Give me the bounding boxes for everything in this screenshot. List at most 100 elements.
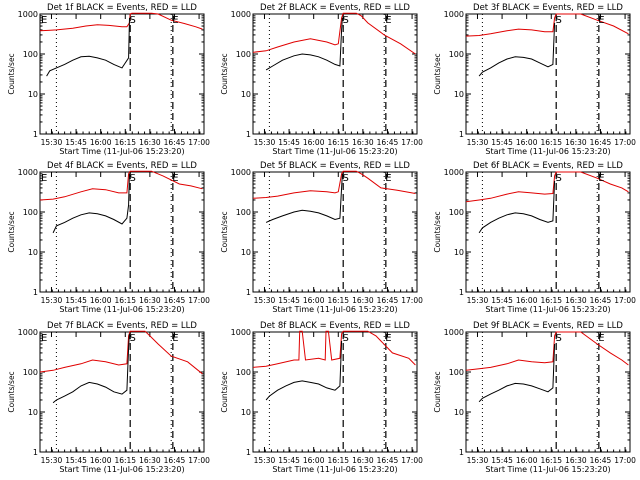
x-tick-label: 16:45	[590, 456, 612, 465]
panel-det-8f: Det 8f BLACK = Events, RED = LLD 1 10 100 10…	[220, 321, 423, 474]
x-tick-label: 16:00	[90, 296, 112, 305]
marker-label: S	[130, 333, 136, 344]
y-tick-label: 1000	[231, 168, 251, 177]
y-axis-label: Counts/sec	[433, 371, 442, 412]
x-tick-label: 17:00	[401, 138, 423, 147]
x-tick-label: 15:30	[41, 138, 63, 147]
y-tick-label: 1000	[444, 168, 464, 177]
marker-label: S	[556, 333, 562, 344]
panel-det-9f: Det 9f BLACK = Events, RED = LLD 1 10 100 10…	[433, 321, 636, 474]
x-tick-label: 15:45	[491, 138, 513, 147]
y-tick-label: 100	[23, 368, 38, 377]
marker-label: E	[385, 15, 391, 26]
y-tick-label: 1000	[18, 10, 38, 19]
x-tick-label: 16:15	[540, 456, 562, 465]
y-tick-label: 1	[459, 448, 464, 457]
panel-det-5f: Det 5f BLACK = Events, RED = LLD 1 10 100 10…	[220, 161, 423, 314]
events-series-line	[478, 180, 556, 234]
marker-label: E	[385, 333, 391, 344]
x-tick-label: 17:00	[614, 138, 636, 147]
x-tick-label: 16:00	[516, 296, 538, 305]
x-tick-label: 16:15	[114, 456, 136, 465]
x-tick-label: 16:00	[303, 296, 325, 305]
x-tick-label: 16:00	[516, 456, 538, 465]
marker-label: E	[41, 333, 47, 344]
marker-label: E	[172, 173, 178, 184]
x-tick-label: 15:30	[41, 456, 63, 465]
series-group	[466, 171, 629, 234]
x-tick-label: 16:15	[114, 296, 136, 305]
y-tick-label: 10	[28, 248, 38, 257]
marker-label: S	[130, 173, 136, 184]
events-series-line	[478, 343, 556, 403]
x-tick-label: 16:45	[164, 138, 186, 147]
lld-series-line	[40, 170, 203, 201]
x-axis-label: Start Time (11-Jul-06 15:23:20)	[272, 305, 397, 314]
marker-label: E	[598, 173, 604, 184]
x-tick-label: 16:30	[139, 138, 161, 147]
marker-label: S	[343, 173, 349, 184]
y-tick-label: 1000	[444, 10, 464, 19]
events-series-line	[52, 173, 130, 234]
lld-series-line	[466, 13, 629, 37]
plot-frame	[39, 171, 205, 293]
lld-series-line	[253, 330, 416, 368]
x-tick-label: 16:00	[303, 138, 325, 147]
y-tick-label: 1	[459, 288, 464, 297]
marker-label: S	[556, 173, 562, 184]
x-tick-label: 15:30	[254, 296, 276, 305]
y-axis-label: Counts/sec	[433, 53, 442, 94]
series-group	[253, 12, 416, 71]
y-tick-label: 1	[246, 448, 251, 457]
marker-label: E	[598, 15, 604, 26]
y-tick-label: 100	[236, 50, 251, 59]
x-axis-label: Start Time (11-Jul-06 15:23:20)	[485, 147, 610, 156]
y-tick-label: 100	[23, 208, 38, 217]
y-tick-label: 100	[236, 368, 251, 377]
series-group	[40, 330, 203, 404]
events-series-line	[265, 340, 343, 401]
y-tick-label: 10	[454, 408, 464, 417]
y-tick-label: 10	[28, 90, 38, 99]
x-tick-label: 16:30	[565, 138, 587, 147]
series-group	[253, 330, 416, 401]
events-series-line	[265, 173, 343, 223]
events-series-line	[52, 333, 130, 404]
y-axis-label: Counts/sec	[220, 53, 229, 94]
marker-label: E	[598, 333, 604, 344]
y-tick-label: 1000	[231, 10, 251, 19]
x-tick-label: 16:15	[327, 456, 349, 465]
panel-det-2f: Det 2f BLACK = Events, RED = LLD 1 10 100 10…	[220, 3, 423, 156]
x-tick-label: 15:45	[491, 456, 513, 465]
x-tick-label: 15:45	[65, 296, 87, 305]
y-tick-label: 100	[23, 50, 38, 59]
x-axis-label: Start Time (11-Jul-06 15:23:20)	[272, 465, 397, 474]
panel-title: Det 7f BLACK = Events, RED = LLD	[47, 321, 197, 331]
marker-label: S	[130, 15, 136, 26]
x-axis-label: Start Time (11-Jul-06 15:23:20)	[59, 305, 184, 314]
lld-series-line	[40, 330, 203, 375]
x-tick-label: 16:45	[377, 296, 399, 305]
x-tick-label: 16:00	[303, 456, 325, 465]
x-tick-label: 16:45	[164, 456, 186, 465]
panel-det-6f: Det 6f BLACK = Events, RED = LLD 1 10 100 10…	[433, 161, 636, 314]
x-tick-label: 17:00	[188, 296, 210, 305]
x-tick-label: 16:00	[90, 456, 112, 465]
x-tick-label: 15:30	[467, 456, 489, 465]
y-tick-label: 100	[449, 368, 464, 377]
marker-label: E	[172, 333, 178, 344]
y-tick-label: 1	[246, 130, 251, 139]
x-tick-label: 16:15	[540, 138, 562, 147]
x-axis-label: Start Time (11-Jul-06 15:23:20)	[59, 147, 184, 156]
x-tick-label: 15:30	[467, 138, 489, 147]
y-tick-label: 1	[459, 130, 464, 139]
x-tick-label: 17:00	[401, 296, 423, 305]
x-tick-label: 15:30	[254, 456, 276, 465]
lld-series-line	[253, 170, 416, 199]
lld-series-line	[40, 12, 203, 32]
panel-title: Det 6f BLACK = Events, RED = LLD	[473, 161, 623, 171]
x-tick-label: 16:15	[327, 296, 349, 305]
events-series-line	[265, 17, 343, 71]
events-series-line	[46, 17, 130, 77]
plot-frame	[252, 171, 418, 293]
